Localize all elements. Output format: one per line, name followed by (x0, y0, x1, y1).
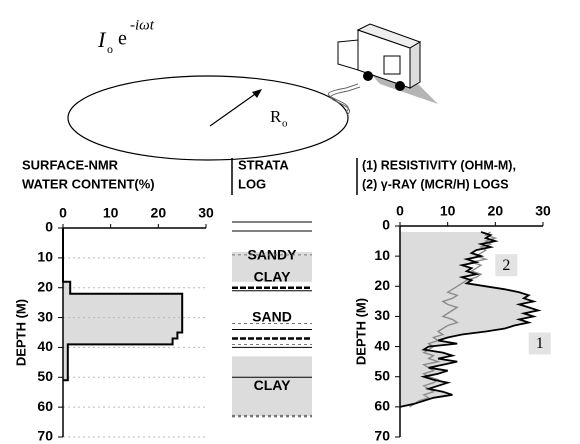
chart-title: (2) γ-RAY (MCR/H) LOGS (362, 177, 509, 191)
shaded-area (63, 228, 182, 380)
current-subscript: o (107, 42, 113, 56)
y-axis-label: DEPTH (M) (353, 298, 368, 365)
x-tick-label: 20 (488, 203, 504, 219)
y-tick-label: 20 (374, 277, 390, 293)
y-tick-label: 50 (37, 368, 53, 384)
arrow-head (252, 89, 262, 98)
chart-title: SURFACE-NMR (22, 157, 119, 172)
x-tick-label: 0 (59, 205, 67, 221)
exponent: -iωt (130, 17, 155, 33)
truck-side (410, 42, 420, 88)
strata-title: STRATA (238, 157, 289, 172)
truck-cab (338, 40, 358, 70)
y-tick-label: 10 (37, 249, 53, 265)
figure: I o e -iωt R o SURFACE-NMR WATER CONTENT… (0, 0, 580, 444)
x-tick-label: 10 (103, 205, 119, 221)
exponent-base: e (118, 28, 127, 50)
y-tick-label: 40 (37, 338, 53, 354)
chart-title: (1) RESISTIVITY (OHM-M), (362, 158, 516, 172)
y-tick-label: 30 (37, 308, 53, 324)
current-symbol: I (97, 27, 107, 52)
chart-title: WATER CONTENT(%) (22, 176, 155, 191)
loop-diagram: I o e -iωt R o (68, 17, 438, 160)
wheel (395, 81, 405, 91)
y-tick-label: 0 (382, 217, 390, 233)
y-tick-label: 30 (374, 307, 390, 323)
y-tick-label: 60 (37, 398, 53, 414)
x-tick-label: 30 (535, 203, 551, 219)
strata-label: CLAY (254, 269, 291, 285)
radius-arrow (210, 92, 258, 126)
x-tick-label: 0 (396, 203, 404, 219)
x-tick-label: 20 (151, 205, 167, 221)
series-label: 2 (502, 257, 510, 274)
wheel (363, 71, 373, 81)
y-tick-label: 50 (374, 367, 390, 383)
radius-symbol: R (270, 107, 282, 126)
y-tick-label: 70 (374, 428, 390, 444)
x-tick-label: 10 (440, 203, 456, 219)
y-tick-label: 10 (374, 247, 390, 263)
x-tick-label: 30 (198, 205, 214, 221)
y-tick-label: 60 (374, 398, 390, 414)
series-label: 1 (536, 335, 544, 352)
strata-label: SANDY (247, 247, 297, 263)
y-axis-label: DEPTH (M) (13, 299, 28, 366)
strata-title: LOG (238, 176, 266, 191)
strata-label: CLAY (254, 377, 291, 393)
radius-subscript: o (282, 118, 288, 130)
y-tick-label: 0 (45, 219, 53, 235)
y-tick-label: 20 (37, 278, 53, 294)
strata-label: SAND (252, 308, 292, 324)
loop (68, 76, 348, 160)
y-tick-label: 40 (374, 337, 390, 353)
y-tick-label: 70 (37, 428, 53, 444)
